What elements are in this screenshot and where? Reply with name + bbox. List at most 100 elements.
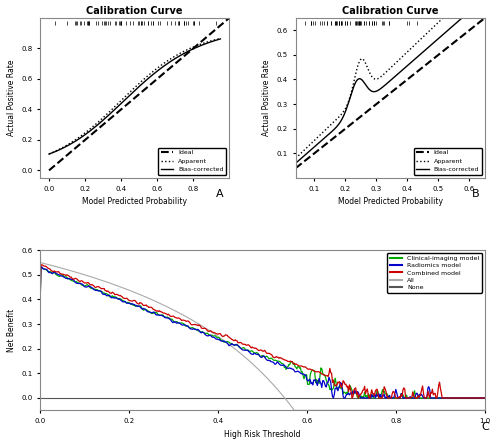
Bias-corrected (202, 41, 208, 46)
Combined model (252, 346, 258, 351)
Combined model (404, 395, 409, 401)
Ideal (343, 125, 349, 131)
Line: Ideal: Ideal (49, 18, 230, 170)
Legend: Ideal, Apparent, Bias-corrected: Ideal, Apparent, Bias-corrected (414, 148, 482, 175)
Line: Bias-corrected: Bias-corrected (296, 18, 485, 163)
Radiomics model (249, 351, 255, 357)
Radiomics model (473, 395, 479, 401)
Combined model (39, 262, 45, 268)
Combined model (278, 355, 284, 361)
Radiomics model (278, 363, 284, 368)
Line: Radiomics model: Radiomics model (40, 267, 485, 398)
Line: Clinical-imaging model: Clinical-imaging model (40, 268, 485, 398)
X-axis label: Model Predicted Probability: Model Predicted Probability (82, 197, 187, 206)
None (37, 395, 43, 401)
Bias-corrected (343, 107, 349, 112)
Clinical-imaging model (252, 350, 258, 355)
Bias-corrected (467, 15, 473, 21)
Bias-corrected (292, 161, 298, 166)
Ideal (94, 127, 100, 132)
Radiomics model (482, 395, 488, 401)
Apparent (208, 38, 214, 43)
Clinical-imaging model (303, 372, 309, 377)
Apparent (474, 15, 480, 21)
Line: Apparent: Apparent (49, 38, 220, 154)
Bias-corrected (78, 135, 84, 140)
Y-axis label: Net Benefit: Net Benefit (6, 309, 16, 352)
Bias-corrected (482, 15, 488, 21)
All (303, 408, 309, 413)
Legend: Clinical-imaging model, Radiomics model, Combined model, All, None: Clinical-imaging model, Radiomics model,… (387, 253, 482, 293)
None (302, 395, 308, 401)
Line: Apparent: Apparent (296, 18, 485, 158)
Apparent (53, 148, 59, 153)
Clinical-imaging model (356, 395, 362, 401)
Line: Bias-corrected: Bias-corrected (49, 39, 220, 154)
Ideal (472, 23, 478, 28)
All (472, 408, 478, 413)
Radiomics model (404, 395, 409, 401)
Apparent (304, 145, 310, 150)
Bias-corrected (56, 147, 62, 153)
Ideal (218, 23, 224, 28)
Apparent (300, 149, 306, 154)
Apparent (92, 123, 98, 128)
Clinical-imaging model (404, 392, 409, 398)
Apparent (343, 105, 349, 110)
Ideal (328, 137, 334, 143)
None (251, 395, 257, 401)
Radiomics model (38, 264, 44, 269)
Bias-corrected (46, 151, 52, 157)
Ideal (304, 157, 310, 162)
Bias-corrected (474, 15, 480, 21)
Line: All: All (40, 262, 485, 410)
Clinical-imaging model (40, 265, 46, 271)
Apparent (218, 36, 224, 41)
Bias-corrected (300, 154, 306, 159)
Radiomics model (37, 307, 43, 313)
All (278, 391, 284, 396)
Legend: Ideal, Apparent, Bias-corrected: Ideal, Apparent, Bias-corrected (158, 148, 226, 175)
Ideal (57, 158, 63, 164)
None (278, 395, 284, 401)
Apparent (482, 15, 488, 21)
X-axis label: High Risk Threshold: High Risk Threshold (224, 429, 301, 438)
All (37, 260, 43, 265)
X-axis label: Model Predicted Probability: Model Predicted Probability (338, 197, 443, 206)
Clinical-imaging model (249, 348, 255, 354)
Line: Combined model: Combined model (40, 265, 485, 398)
Y-axis label: Actual Positive Rate: Actual Positive Rate (262, 60, 271, 136)
None (248, 395, 254, 401)
All (482, 408, 488, 413)
All (292, 408, 298, 413)
Bias-corrected (92, 124, 98, 130)
None (402, 395, 407, 401)
Text: A: A (216, 189, 224, 199)
All (402, 408, 408, 413)
Clinical-imaging model (473, 395, 479, 401)
Apparent (56, 147, 62, 152)
Bias-corrected (218, 36, 224, 41)
Ideal (211, 28, 217, 33)
Bias-corrected (459, 15, 465, 21)
Combined model (482, 395, 488, 401)
Bias-corrected (304, 151, 310, 156)
Apparent (328, 122, 334, 128)
None (482, 395, 488, 401)
Combined model (303, 364, 309, 370)
Text: B: B (472, 189, 480, 199)
All (251, 363, 257, 368)
None (472, 395, 478, 401)
Text: C: C (482, 421, 490, 432)
Clinical-imaging model (278, 361, 284, 366)
Radiomics model (330, 395, 336, 401)
Clinical-imaging model (482, 395, 488, 401)
Bias-corrected (53, 149, 59, 154)
Y-axis label: Actual Positive Rate: Actual Positive Rate (6, 60, 16, 136)
Bias-corrected (208, 39, 214, 44)
Combined model (249, 344, 255, 350)
Ideal (466, 28, 472, 33)
Bias-corrected (328, 130, 334, 135)
All (248, 360, 254, 365)
Line: Ideal: Ideal (296, 18, 485, 168)
